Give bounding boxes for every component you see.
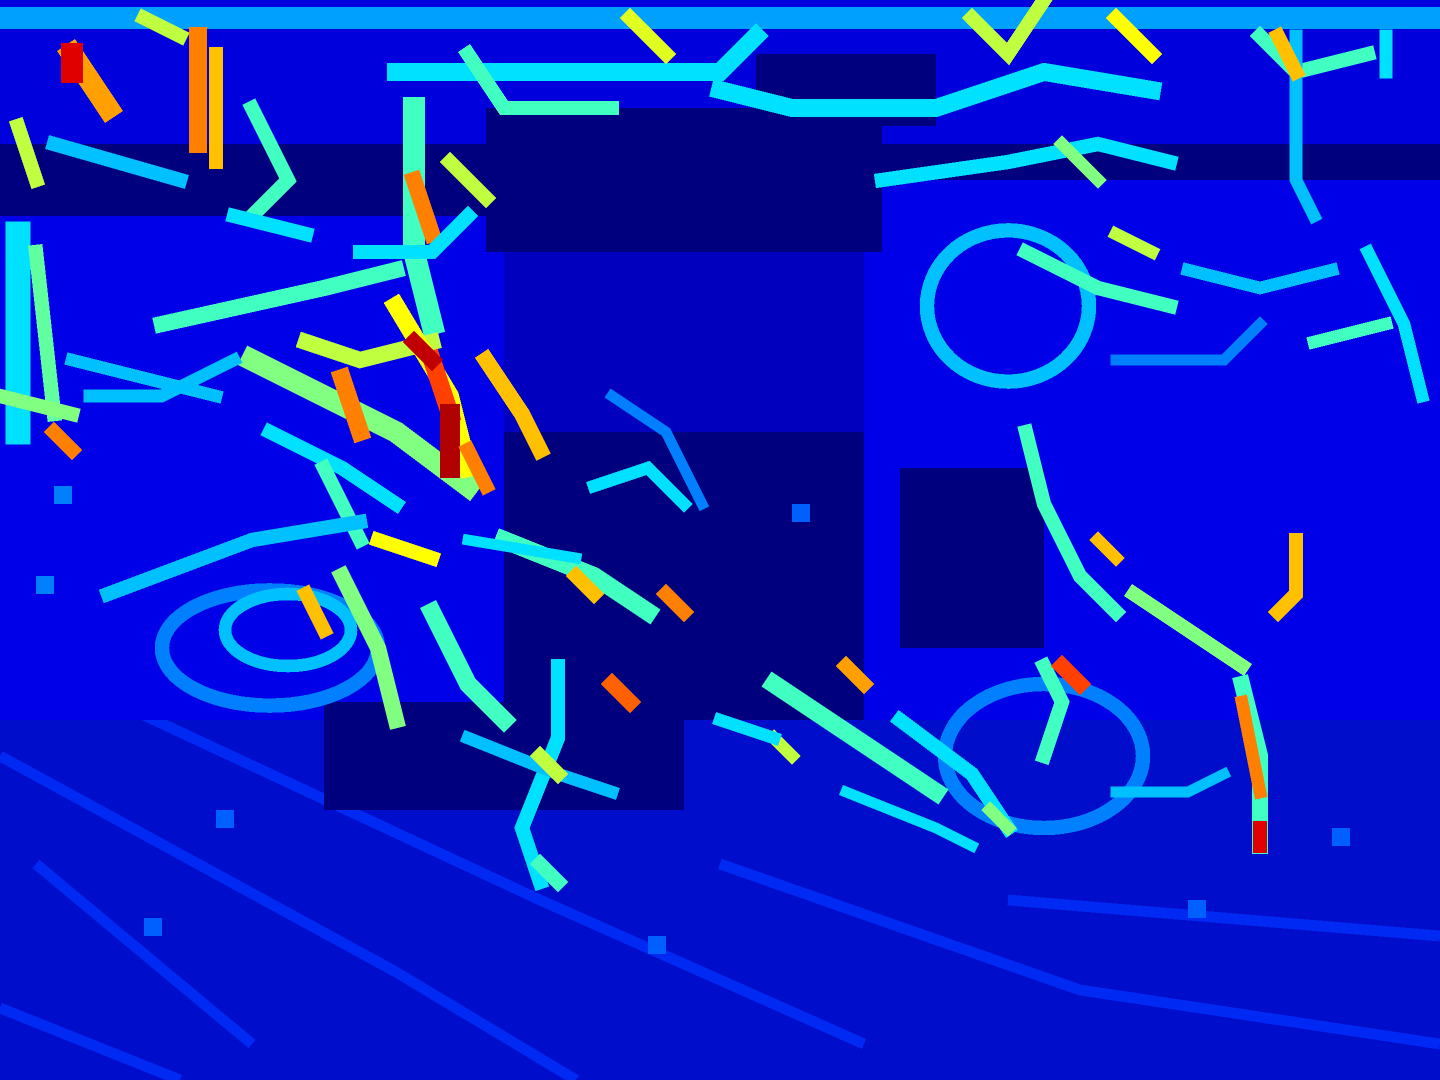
lower-right-motorcycle-edges — [712, 423, 1304, 855]
noise-speckles — [36, 486, 1350, 954]
top-edge-band — [0, 0, 1440, 117]
right-motorcycle-edges — [873, 26, 1430, 404]
left-structure-edges — [0, 8, 315, 461]
plant-edges — [83, 97, 551, 568]
ground-streaks — [0, 643, 1440, 1080]
left-motorcycle-edges — [98, 388, 710, 893]
